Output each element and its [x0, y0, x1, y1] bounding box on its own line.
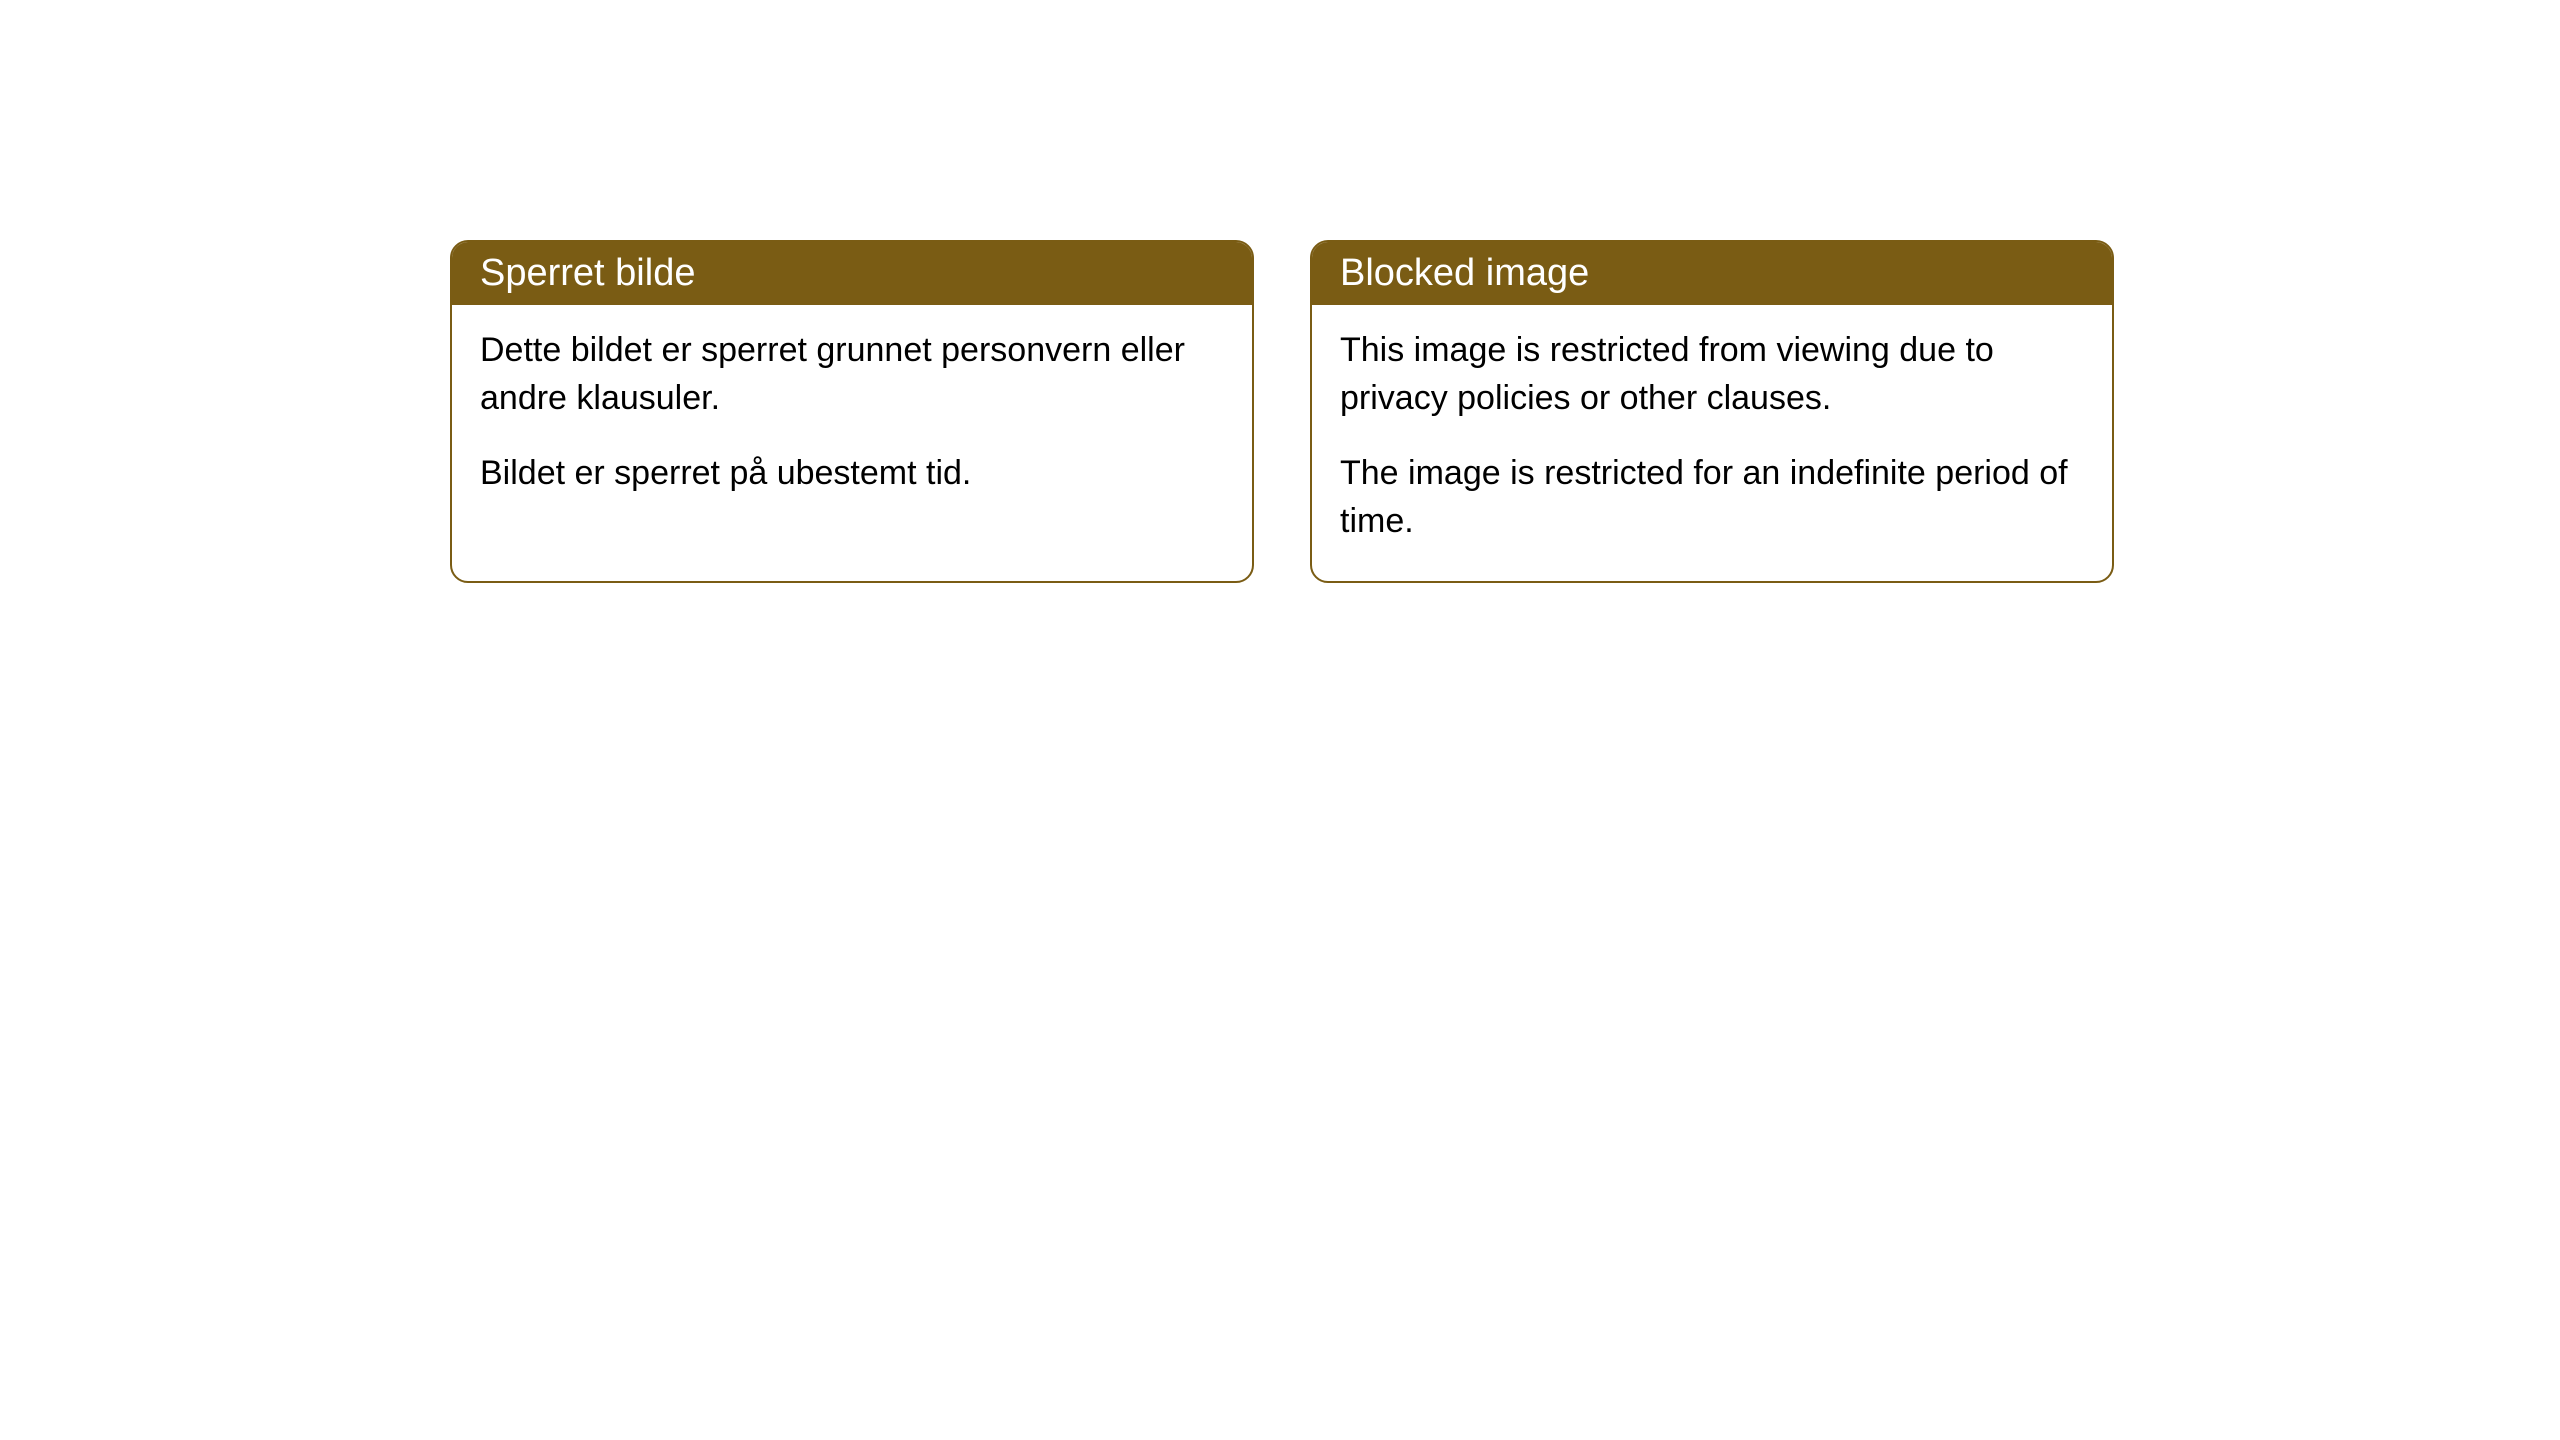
- card-header-no: Sperret bilde: [452, 242, 1252, 305]
- cards-container: Sperret bilde Dette bildet er sperret gr…: [0, 0, 2560, 583]
- card-header-en: Blocked image: [1312, 242, 2112, 305]
- card-text-en-2: The image is restricted for an indefinit…: [1340, 450, 2084, 545]
- card-body-en: This image is restricted from viewing du…: [1312, 305, 2112, 581]
- card-text-no-2: Bildet er sperret på ubestemt tid.: [480, 450, 1224, 498]
- blocked-image-card-no: Sperret bilde Dette bildet er sperret gr…: [450, 240, 1254, 583]
- card-text-en-1: This image is restricted from viewing du…: [1340, 327, 2084, 422]
- blocked-image-card-en: Blocked image This image is restricted f…: [1310, 240, 2114, 583]
- card-text-no-1: Dette bildet er sperret grunnet personve…: [480, 327, 1224, 422]
- card-body-no: Dette bildet er sperret grunnet personve…: [452, 305, 1252, 534]
